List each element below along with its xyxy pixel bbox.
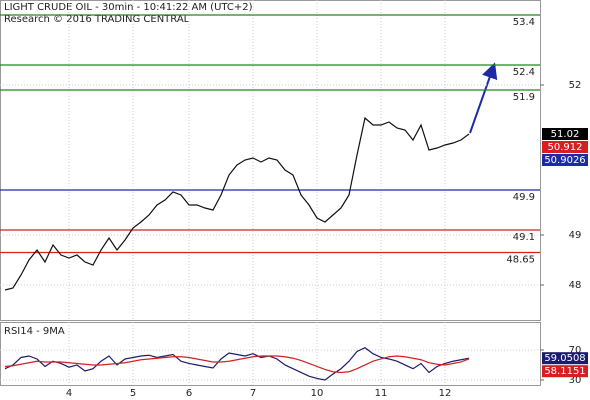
- value-box-label: 58.1151: [544, 366, 585, 377]
- series-line: [4, 347, 470, 381]
- x-tick-label: 11: [375, 388, 388, 399]
- level-label: 51.9: [513, 92, 535, 103]
- x-tick-label: 5: [130, 388, 136, 399]
- y-tick-label: 52: [569, 80, 582, 91]
- rsi-panel: [0, 322, 541, 386]
- level-label: 49.1: [513, 232, 535, 243]
- level-label: 52.4: [513, 67, 535, 78]
- value-box-label: 50.9026: [544, 155, 585, 166]
- x-tick-label: 7: [250, 388, 256, 399]
- price-panel: [0, 0, 541, 321]
- rsi-title: RSI14 - 9MA: [4, 326, 65, 337]
- y-tick-label: 30: [569, 375, 582, 386]
- value-box: [542, 365, 588, 378]
- level-label: 49.9: [513, 192, 535, 203]
- x-tick-label: 6: [186, 388, 192, 399]
- value-box: [542, 141, 588, 153]
- x-tick-label: 4: [66, 388, 72, 399]
- x-tick-label: 12: [439, 388, 452, 399]
- series-line: [4, 116, 470, 291]
- value-box-label: 50.912: [548, 142, 583, 153]
- forecast-arrow: [469, 62, 498, 134]
- chart-subtitle: Research © 2016 TRADING CENTRAL: [4, 14, 190, 25]
- y-tick-label: 48: [569, 280, 582, 291]
- value-box-label: 51.02: [551, 129, 580, 140]
- value-box: [542, 352, 588, 365]
- value-box-label: 59.0508: [544, 353, 585, 364]
- x-tick-label: 10: [311, 388, 324, 399]
- value-box: [542, 128, 588, 140]
- level-label: 48.65: [506, 255, 535, 266]
- value-box: [542, 154, 588, 166]
- chart-title: LIGHT CRUDE OIL - 30min - 10:41:22 AM (U…: [4, 2, 253, 13]
- y-tick-label: 49: [569, 230, 582, 241]
- series-line: [4, 355, 470, 374]
- y-tick-label: 70: [569, 345, 582, 356]
- level-label: 53.4: [513, 17, 535, 28]
